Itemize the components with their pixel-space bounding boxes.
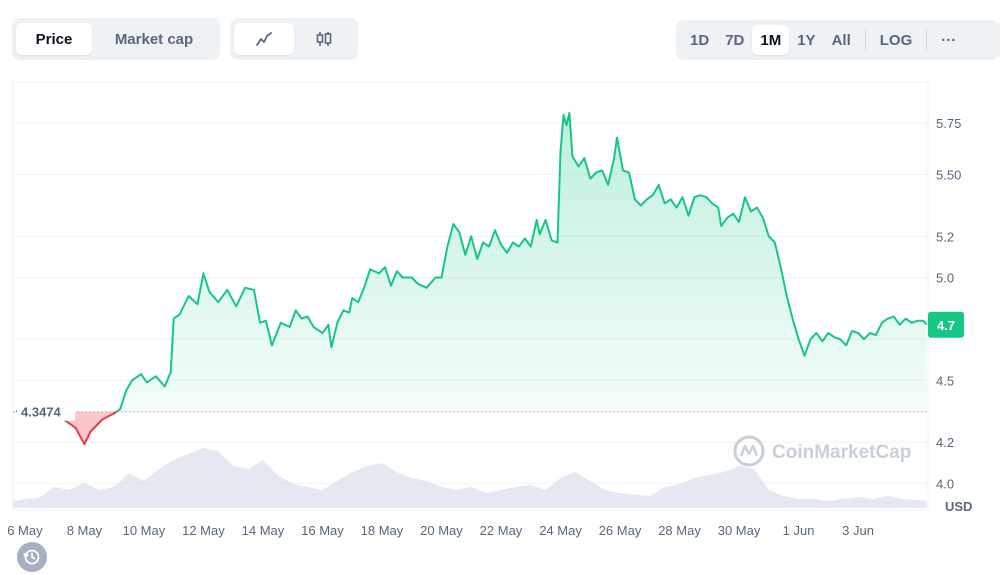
history-icon [23,549,40,565]
range-1d-button[interactable]: 1D [690,31,710,49]
divider [864,29,866,51]
x-tick-label: 8 May [67,523,103,538]
x-tick-label: 16 May [301,523,344,538]
coinmarketcap-logo-icon [733,435,765,467]
metric-toggle: Price Market cap [12,18,220,60]
y-tick-label: 5.2 [936,229,954,244]
range-1m-button[interactable]: 1M [752,25,790,55]
price-area-down [16,411,927,445]
current-price-badge-bg [928,311,964,338]
x-axis: 6 May 8 May 10 May 12 May 14 May 16 May 18 May… [7,523,874,538]
y-tick-label: 4.0 [936,476,954,491]
market-cap-tab[interactable]: Market cap [114,30,194,48]
volume-bars [13,448,927,508]
divider [926,29,928,51]
x-tick-label: 12 May [182,523,225,538]
line-chart-icon [256,32,272,46]
log-scale-button[interactable]: LOG [879,31,913,49]
x-tick-label: 6 May [7,523,43,538]
currency-label: USD [945,499,972,514]
x-tick-label: 22 May [480,523,523,538]
range-all-button[interactable]: All [831,31,851,49]
x-tick-label: 18 May [361,523,404,538]
history-button[interactable] [17,542,47,572]
y-tick-label: 4.2 [936,435,954,450]
time-range-toggle: 1D 7D 1M 1Y All LOG ··· [676,20,1000,60]
open-price-label: 4.3474 [21,404,62,419]
y-tick-label: 4.5 [936,373,954,388]
x-tick-label: 20 May [420,523,463,538]
current-price-badge: 4.7 [928,311,964,338]
x-tick-label: 3 Jun [842,523,874,538]
plot-frame [12,81,929,511]
x-tick-label: 1 Jun [783,523,815,538]
candlestick-chart-button[interactable] [294,23,354,55]
x-tick-label: 24 May [539,523,582,538]
x-tick-label: 10 May [123,523,166,538]
range-1y-button[interactable]: 1Y [797,31,816,49]
x-tick-label: 28 May [658,523,701,538]
y-tick-label: 5.0 [936,270,954,285]
y-axis: 4.0 4.2 4.5 5.0 5.2 5.50 5.75 [936,116,961,491]
coinmarketcap-logo-mark [739,444,759,457]
y-tick-label: 5.75 [936,116,961,131]
watermark-text: CoinMarketCap [772,442,911,463]
watermark: CoinMarketCap [733,435,911,467]
volume-area [13,448,927,508]
line-chart-button[interactable] [234,23,294,55]
price-line-up [16,111,928,412]
range-7d-button[interactable]: 7D [725,31,745,49]
x-tick-label: 30 May [718,523,761,538]
x-tick-label: 26 May [599,523,642,538]
open-price-label-bg [17,402,75,421]
price-tab[interactable]: Price [16,23,92,55]
candlestick-icon [316,32,332,46]
y-tick-label: 5.50 [936,168,961,183]
current-price-value: 4.7 [937,318,955,333]
price-area-up [16,112,927,412]
chart-type-toggle [230,18,358,60]
x-tick-label: 14 May [242,523,285,538]
more-options-button[interactable]: ··· [941,31,957,49]
